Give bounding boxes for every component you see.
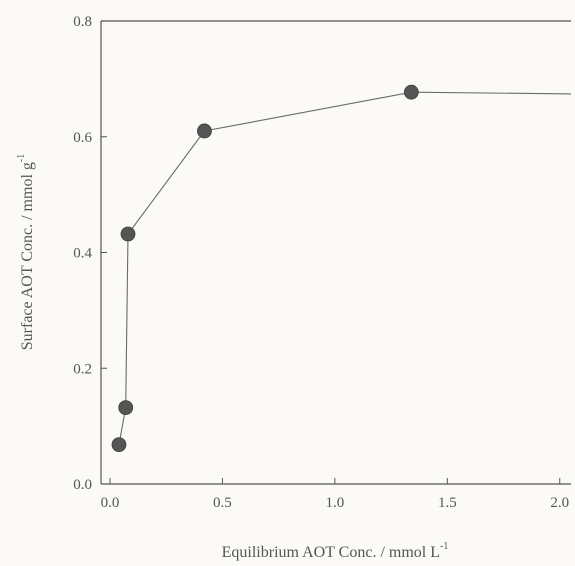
x-tick-label: 0.5: [213, 495, 232, 511]
axes: [100, 20, 571, 485]
y-tick-label: 0.0: [73, 477, 92, 493]
x-tick-label: 2.0: [550, 495, 569, 511]
data-point: [197, 123, 212, 139]
data-point: [403, 84, 419, 100]
y-tick-label: 0.2: [73, 361, 92, 377]
y-tick-label: 0.8: [73, 14, 92, 30]
x-tick-label: 1.0: [326, 495, 345, 511]
data-point: [120, 226, 136, 242]
series-connector-line: [118, 91, 572, 445]
x-tick-label: 1.5: [438, 495, 457, 511]
ticks: 0.0 0.5 1.0 1.5 2.0 0.0 0.2 0.4 0.6 0.8: [73, 14, 569, 511]
data-point: [111, 437, 127, 453]
y-tick-label: 0.6: [73, 130, 92, 146]
y-axis-label: Surface AOT Conc. / mmol g-1: [16, 154, 36, 350]
x-tick-label: 0.0: [101, 495, 120, 511]
data-point: [118, 400, 134, 416]
x-axis-label: Equilibrium AOT Conc. / mmol L-1: [222, 541, 449, 561]
y-tick-label: 0.4: [73, 246, 92, 262]
data-points: [111, 84, 419, 453]
series-line: [118, 91, 572, 445]
